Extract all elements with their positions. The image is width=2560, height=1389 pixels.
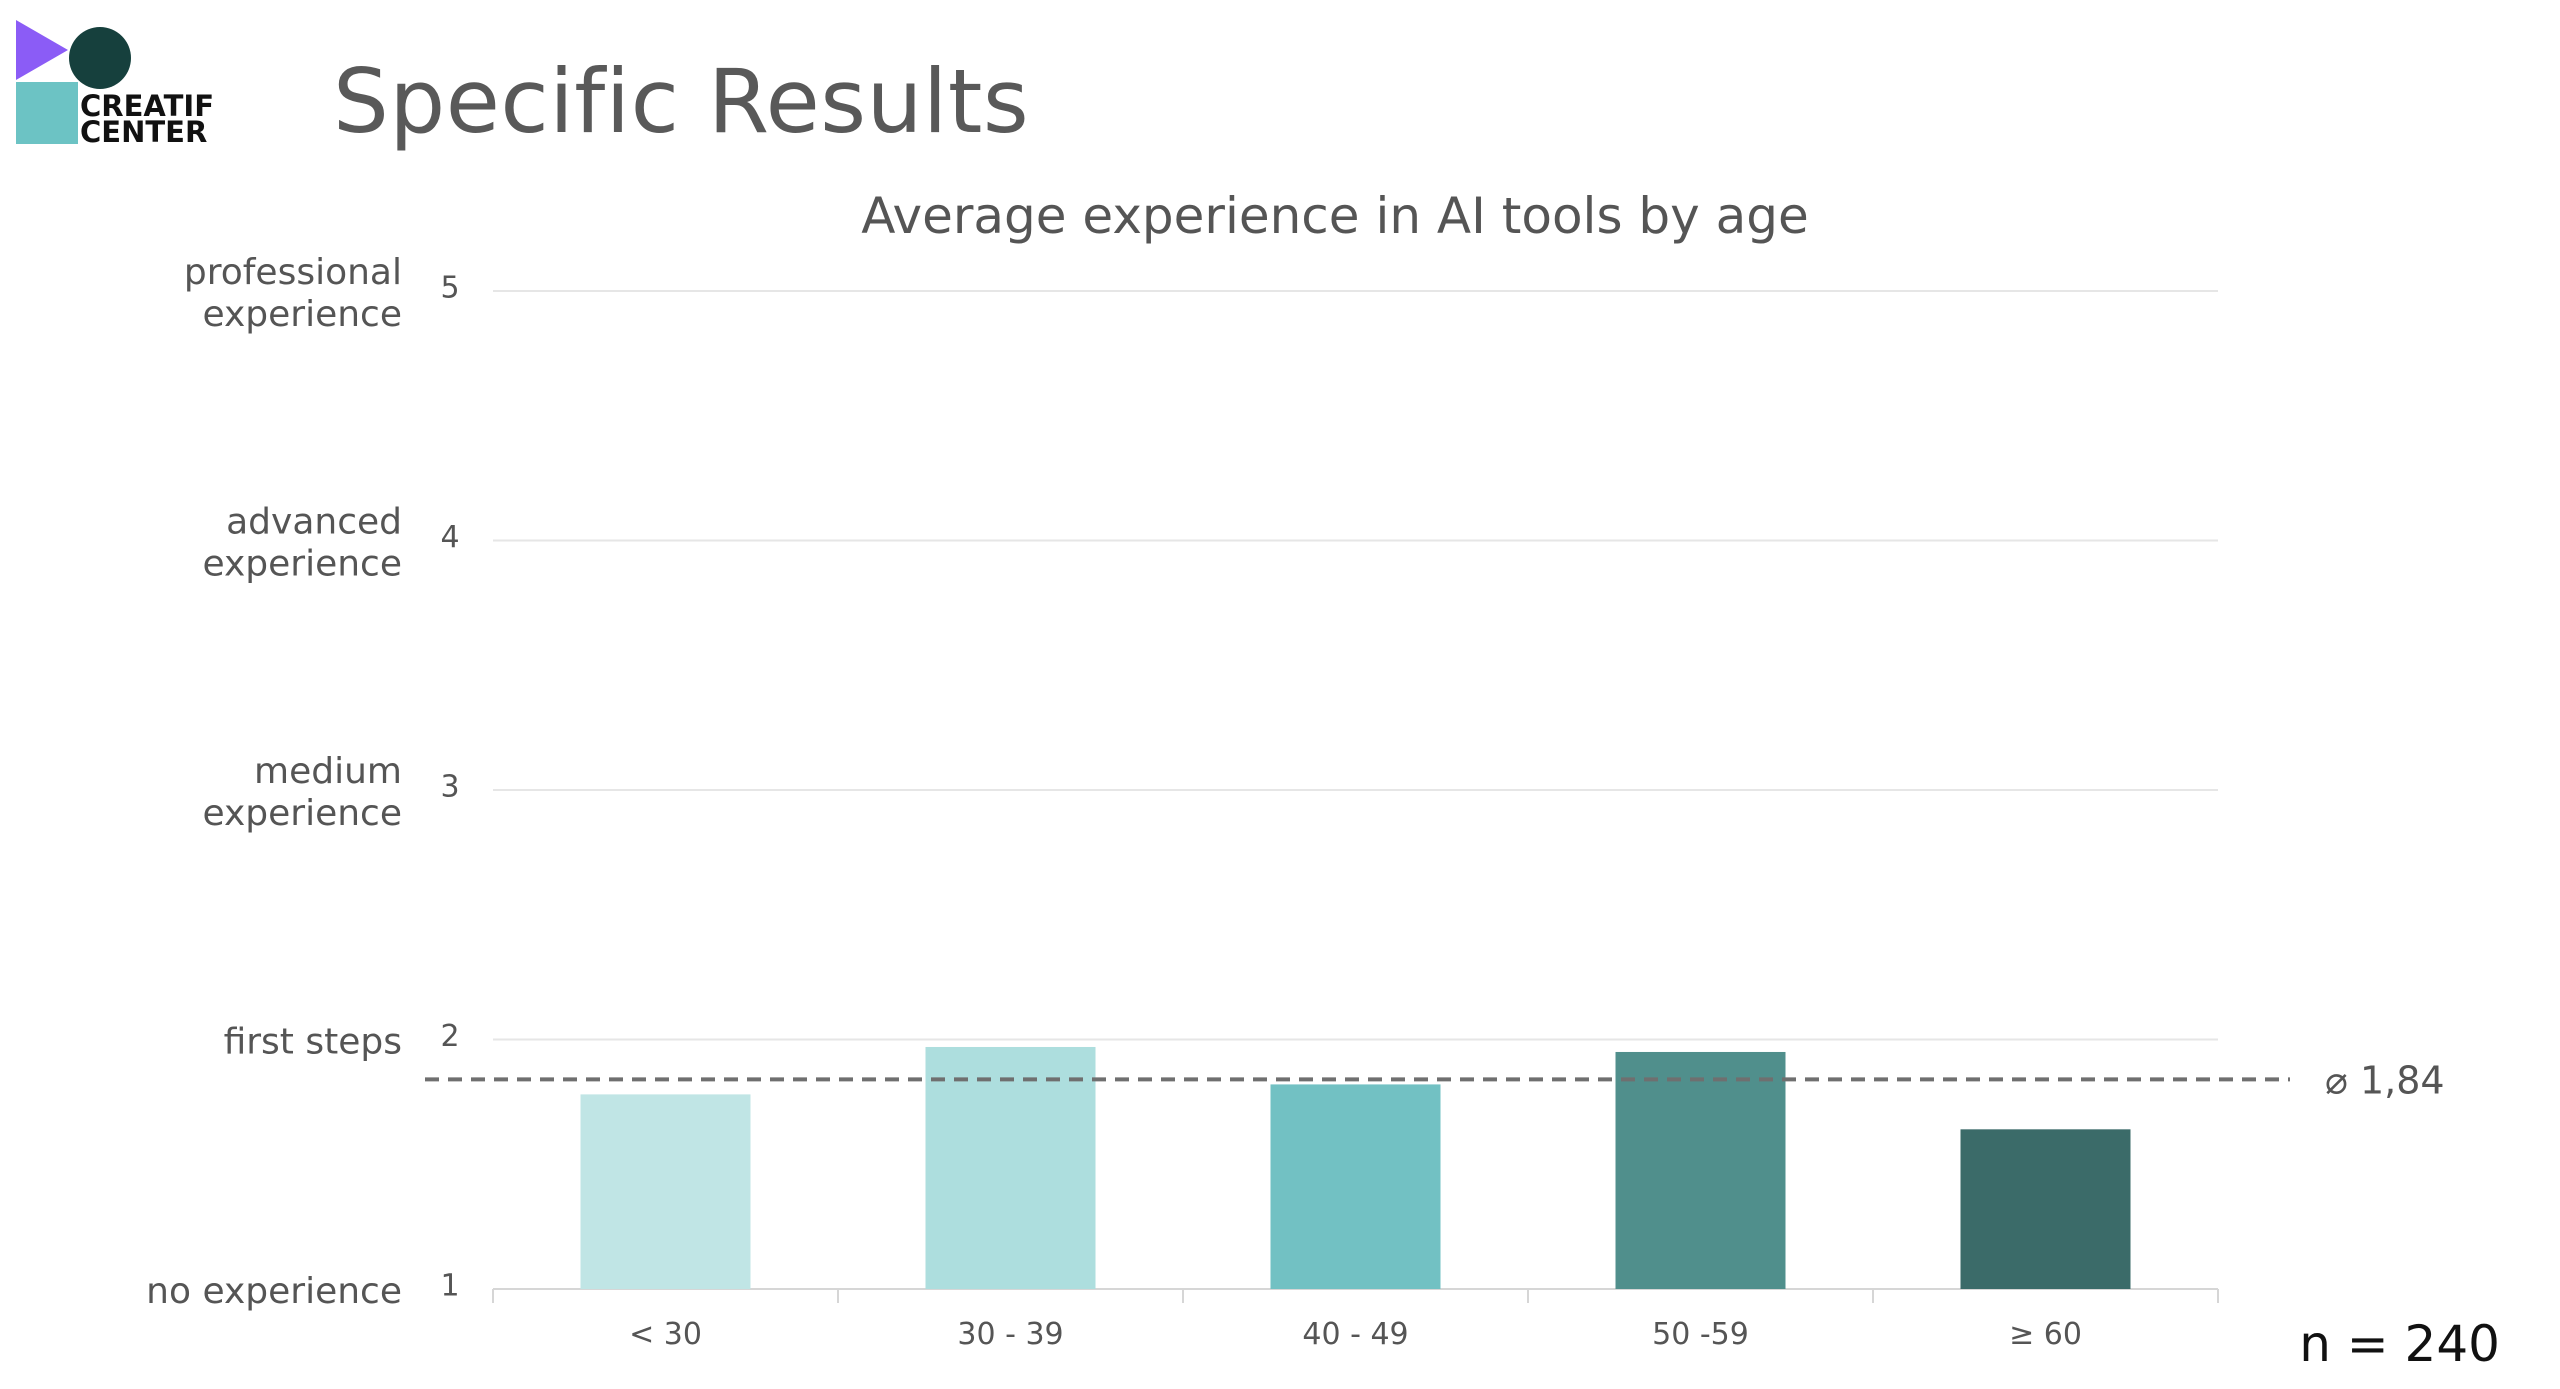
page-title: Specific Results bbox=[333, 50, 1030, 153]
y-axis-ticks: 1 2 3 4 5 bbox=[440, 271, 459, 1304]
y-level-label: first steps bbox=[224, 1022, 402, 1063]
y-level-label: no experience bbox=[146, 1271, 402, 1312]
bar bbox=[1960, 1129, 2131, 1289]
y-level-label: advanced bbox=[226, 502, 402, 543]
chart-title: Average experience in AI tools by age bbox=[861, 187, 1809, 245]
x-tick-label: 50 -59 bbox=[1652, 1317, 1749, 1352]
bar bbox=[1615, 1051, 1786, 1289]
x-tick-label: 30 - 39 bbox=[957, 1317, 1063, 1352]
gridlines bbox=[493, 290, 2218, 1290]
y-tick-label: 4 bbox=[440, 520, 459, 555]
x-axis-ticks: < 30 30 - 39 40 - 49 50 -59 ≥ 60 bbox=[492, 1289, 2219, 1352]
logo-circle-shape bbox=[69, 27, 131, 89]
y-level-label: experience bbox=[202, 294, 402, 335]
y-tick-label: 3 bbox=[440, 770, 459, 805]
logo-text-line2: CENTER bbox=[80, 115, 207, 149]
bar bbox=[580, 1094, 751, 1289]
y-tick-label: 1 bbox=[440, 1269, 459, 1304]
x-tick-label: 40 - 49 bbox=[1302, 1317, 1408, 1352]
y-level-label: experience bbox=[202, 793, 402, 834]
bar bbox=[1270, 1084, 1441, 1289]
logo-text-line1: CREATIF bbox=[80, 89, 214, 123]
logo-triangle-shape bbox=[16, 20, 68, 80]
bars bbox=[580, 1046, 2131, 1289]
average-label: ⌀ 1,84 bbox=[2325, 1058, 2445, 1102]
average-line-group: ⌀ 1,84 bbox=[425, 1058, 2445, 1102]
logo-square-shape bbox=[16, 82, 78, 144]
y-tick-label: 2 bbox=[440, 1019, 459, 1054]
sample-size-label: n = 240 bbox=[2299, 1315, 2500, 1373]
y-level-label: professional bbox=[184, 252, 402, 293]
x-tick-label: < 30 bbox=[629, 1317, 702, 1352]
y-level-label: medium bbox=[254, 751, 402, 792]
y-level-label: experience bbox=[202, 544, 402, 585]
bar bbox=[925, 1046, 1096, 1289]
x-tick-label: ≥ 60 bbox=[2009, 1317, 2082, 1352]
creatif-center-logo: CREATIF CENTER bbox=[16, 20, 214, 149]
y-tick-label: 5 bbox=[440, 271, 459, 306]
